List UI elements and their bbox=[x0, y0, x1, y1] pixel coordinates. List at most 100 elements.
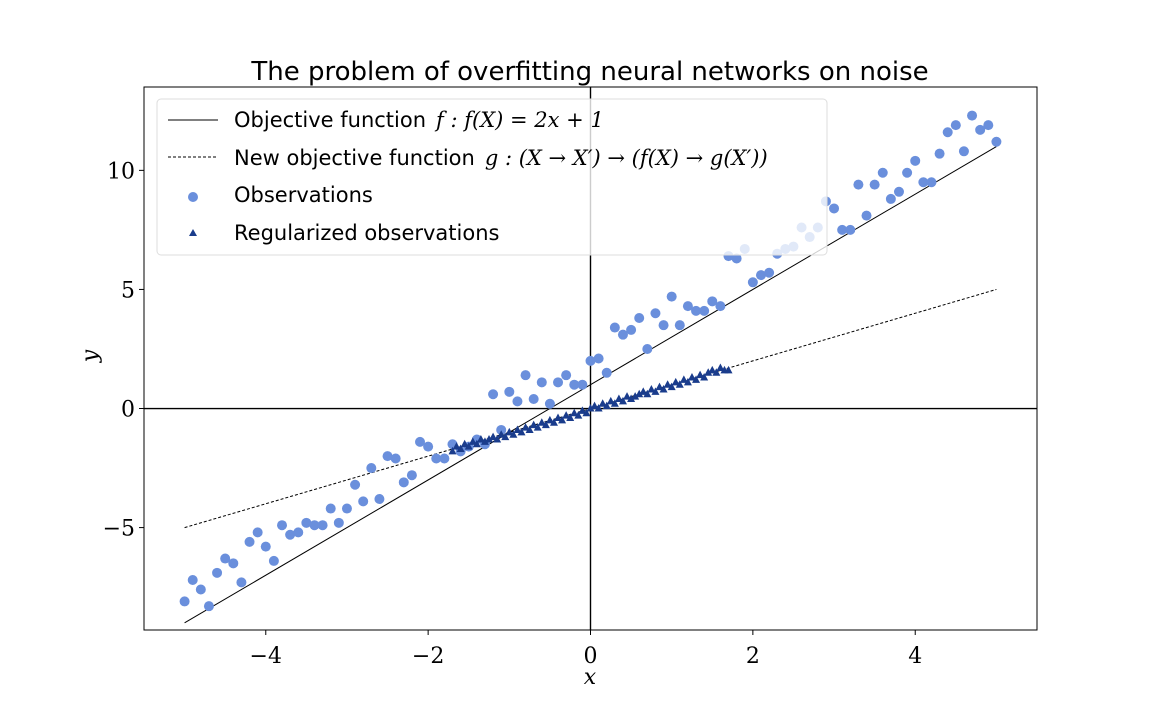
regularized-point bbox=[525, 425, 534, 433]
observation-point bbox=[358, 496, 369, 507]
regularized-point bbox=[586, 404, 595, 412]
regularized-point bbox=[700, 373, 709, 381]
regularized-point bbox=[675, 380, 684, 388]
regularized-point bbox=[529, 420, 538, 429]
observation-point bbox=[950, 120, 961, 131]
observation-point bbox=[731, 253, 742, 264]
observation-point bbox=[325, 503, 336, 514]
observation-point bbox=[626, 324, 637, 335]
legend-box bbox=[156, 98, 828, 256]
x-axis-label: x bbox=[584, 665, 597, 690]
regularized-point bbox=[448, 446, 457, 455]
observation-point bbox=[715, 301, 726, 312]
regularized-point bbox=[683, 377, 692, 386]
regularized-point bbox=[643, 389, 652, 398]
observation-point bbox=[520, 370, 531, 381]
observation-point bbox=[764, 267, 775, 278]
regularized-point bbox=[562, 411, 571, 419]
legend-regularized-swatch bbox=[189, 229, 197, 236]
observation-point bbox=[203, 601, 214, 612]
regularized-point bbox=[464, 442, 473, 450]
legend: Objective function f : f(X) = 2x + 1 New… bbox=[156, 98, 828, 256]
regularized-point bbox=[521, 423, 530, 431]
observation-point bbox=[926, 177, 937, 188]
legend-objective-label: Objective function bbox=[234, 108, 426, 132]
observation-point bbox=[861, 210, 872, 221]
series-lines bbox=[184, 146, 997, 624]
observation-point bbox=[398, 477, 409, 488]
observation-point bbox=[553, 377, 564, 388]
observation-point bbox=[829, 203, 840, 214]
observation-point bbox=[902, 167, 913, 178]
observation-point bbox=[674, 320, 685, 331]
x-tick-label: 0 bbox=[584, 644, 598, 669]
legend-new-objective-label: New objective function bbox=[234, 146, 475, 170]
observation-point bbox=[885, 193, 896, 204]
regularized-point bbox=[671, 377, 680, 386]
regularized-point bbox=[618, 396, 627, 405]
regularized-point bbox=[513, 425, 522, 433]
observation-point bbox=[309, 520, 320, 531]
observation-point bbox=[893, 186, 904, 197]
observation-point bbox=[561, 370, 572, 381]
observation-point bbox=[682, 301, 693, 312]
regularized-point bbox=[679, 375, 688, 383]
y-tick-label: 10 bbox=[107, 159, 135, 184]
observation-point bbox=[910, 155, 921, 166]
regularized-point bbox=[639, 387, 648, 395]
observation-point bbox=[642, 343, 653, 354]
observation-point bbox=[220, 553, 231, 564]
observation-point bbox=[747, 277, 758, 288]
regularized-point bbox=[623, 392, 632, 400]
legend-new-objective-math: g : (X → X′) → (f(X) → g(X′)) bbox=[485, 146, 768, 170]
observation-point bbox=[991, 136, 1002, 147]
observation-point bbox=[536, 377, 547, 388]
x-tick-label: −4 bbox=[250, 644, 282, 669]
regularized-point bbox=[489, 432, 498, 441]
regularized-point bbox=[651, 387, 660, 395]
observation-point bbox=[252, 527, 263, 538]
observation-point bbox=[423, 441, 434, 452]
observation-point bbox=[431, 453, 442, 464]
observation-point bbox=[666, 291, 677, 302]
regularized-point bbox=[610, 399, 619, 407]
observation-point bbox=[366, 463, 377, 474]
regularized-point bbox=[635, 389, 644, 398]
observation-point bbox=[488, 389, 499, 400]
regularized-point bbox=[468, 437, 477, 445]
regularized-point bbox=[574, 411, 583, 419]
observation-point bbox=[285, 529, 296, 540]
regularized-point bbox=[602, 401, 611, 410]
legend-observations-swatch bbox=[188, 192, 198, 202]
new-objective-function-line bbox=[184, 288, 997, 529]
chart-title: The problem of overfitting neural networ… bbox=[250, 57, 928, 87]
observation-point bbox=[577, 379, 588, 390]
observation-point bbox=[975, 124, 986, 135]
regularized-point bbox=[578, 406, 587, 414]
observation-point bbox=[699, 305, 710, 316]
regularized-point bbox=[590, 401, 599, 410]
x-tick-label: −2 bbox=[412, 644, 444, 669]
regularized-point bbox=[485, 434, 494, 443]
regularized-point bbox=[655, 382, 664, 391]
regularized-point bbox=[554, 413, 563, 422]
observation-point bbox=[837, 224, 848, 235]
observation-point bbox=[934, 148, 945, 159]
regularized-point bbox=[541, 420, 550, 429]
regularized-point bbox=[647, 384, 656, 393]
observation-point bbox=[650, 308, 661, 319]
observation-point bbox=[382, 451, 393, 462]
regularized-point bbox=[497, 430, 506, 438]
observation-point bbox=[374, 494, 385, 505]
regularized-point bbox=[533, 423, 542, 431]
x-tick-label: 4 bbox=[908, 644, 922, 669]
regularized-point bbox=[505, 427, 514, 436]
observation-point bbox=[504, 386, 515, 397]
observation-point bbox=[341, 503, 352, 514]
observation-point bbox=[268, 555, 279, 566]
observation-point bbox=[512, 396, 523, 407]
observation-point bbox=[967, 110, 978, 121]
y-tick-label: 5 bbox=[121, 278, 135, 303]
observation-point bbox=[983, 120, 994, 131]
